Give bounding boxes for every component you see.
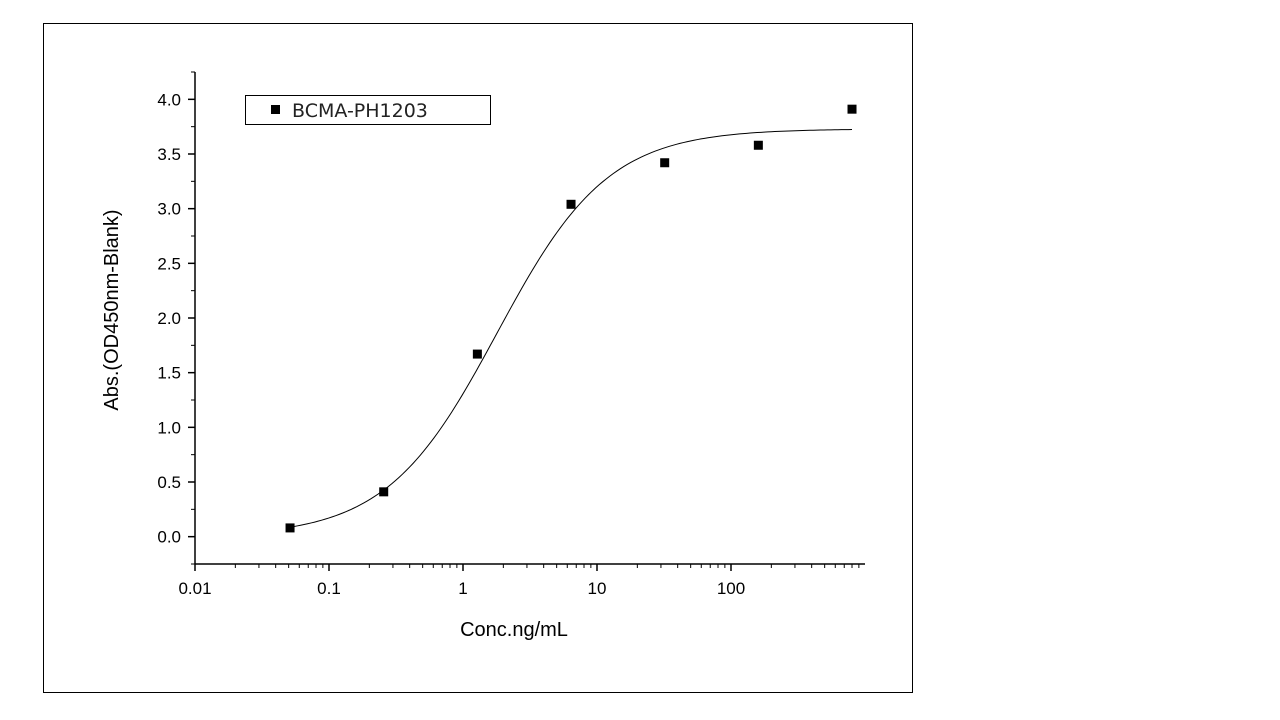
x-tick-label: 10 xyxy=(588,579,607,598)
y-tick-label: 0.5 xyxy=(157,473,181,492)
y-tick-label: 3.5 xyxy=(157,145,181,164)
data-point xyxy=(472,349,482,359)
x-axis-title: Conc.ng/mL xyxy=(460,619,568,641)
x-tick-label: 0.1 xyxy=(317,579,341,598)
y-axis-title: Abs.(OD450nm-Blank) xyxy=(101,209,123,410)
data-point xyxy=(285,523,295,533)
y-tick-label: 3.0 xyxy=(157,200,181,219)
y-tick-label: 4.0 xyxy=(157,90,181,109)
y-tick-label: 0.0 xyxy=(157,528,181,547)
y-tick-label: 1.0 xyxy=(157,418,181,437)
legend-box xyxy=(245,95,491,125)
data-point xyxy=(379,487,389,497)
plot-marks xyxy=(285,104,857,533)
data-point xyxy=(753,140,763,150)
x-tick-label: 100 xyxy=(717,579,745,598)
axes: 0.0 0.5 1.0 1.5 2.0 2.5 3.0 3.5 4.0 0.01 0.1 1 10 100 xyxy=(157,71,865,598)
x-tick-label: 0.01 xyxy=(178,579,211,598)
data-point xyxy=(660,158,670,168)
legend-label: BCMA-PH1203 xyxy=(292,100,428,122)
y-tick-label: 2.0 xyxy=(157,309,181,328)
data-point xyxy=(566,199,576,209)
data-point xyxy=(847,104,857,114)
legend-marker xyxy=(271,105,280,114)
y-tick-label: 2.5 xyxy=(157,254,181,273)
fit-curve-line xyxy=(289,129,853,528)
y-tick-label: 1.5 xyxy=(157,364,181,383)
legend: BCMA-PH1203 xyxy=(245,95,491,125)
x-tick-label: 1 xyxy=(458,579,467,598)
